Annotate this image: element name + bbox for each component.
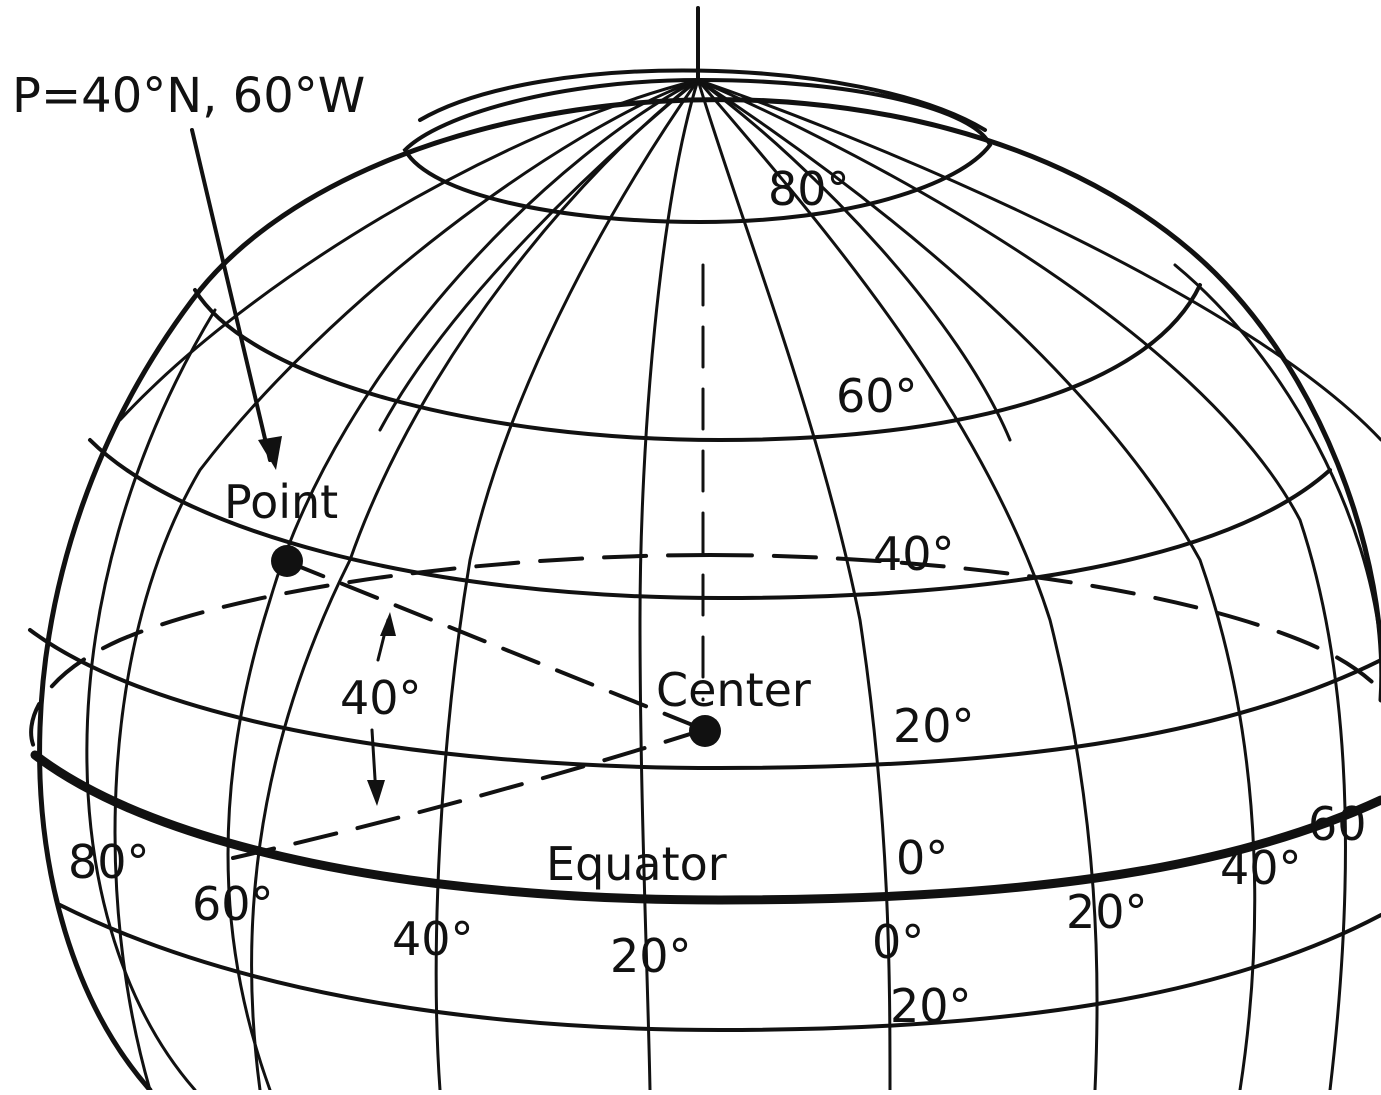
lon-east-40-label: 40° [1220,841,1302,895]
lat-40-label: 40° [873,527,955,581]
lat-20-circle [28,628,1381,771]
radius-dashed [286,560,702,730]
lon-west-20-label: 20° [610,929,692,983]
lon-east-60-label: 60 [1308,797,1367,851]
lat-40-circle [88,438,1332,601]
globe-outline-right-inner [1173,263,1381,652]
point-coordinates-title: P=40°N, 60°W [12,68,365,124]
center-label: Center [656,663,811,717]
pointer-arrowhead [258,436,282,470]
center-marker [689,715,721,747]
great-circle-dashed-right [708,553,1381,692]
equator-line [30,750,1381,905]
lon-east-20-label: 20° [1066,885,1148,939]
lat-80-circle [402,77,993,225]
great-circle-dashed-lower [231,728,705,860]
lat-minus-20-label: 20° [890,979,972,1033]
pointer-line [190,128,272,462]
point-marker [271,545,303,577]
lat-0-label: 0° [896,831,948,885]
lat-minus20-circle [58,903,1381,1033]
globe-outline [37,97,1381,1093]
lat-60-label: 60° [836,369,918,423]
great-circle-dashed [29,553,712,762]
globe-outline-inner [85,308,217,1092]
lon-west-80-label: 80° [68,835,150,889]
point-label: Point [224,475,338,529]
equator-label: Equator [546,837,727,891]
lon-west-40-label: 40° [392,912,474,966]
lon-zero-label: 0° [872,915,924,969]
meridians [113,78,1381,1092]
lat-20-label: 20° [893,699,975,753]
angle-arrowhead-lower [367,780,385,806]
globe-rim-top [418,68,987,132]
lat-80-label: 80° [768,162,850,216]
angle-arrowhead-upper [380,612,396,636]
lon-west-60-label: 60° [192,877,274,931]
angle-label: 40° [340,671,422,725]
